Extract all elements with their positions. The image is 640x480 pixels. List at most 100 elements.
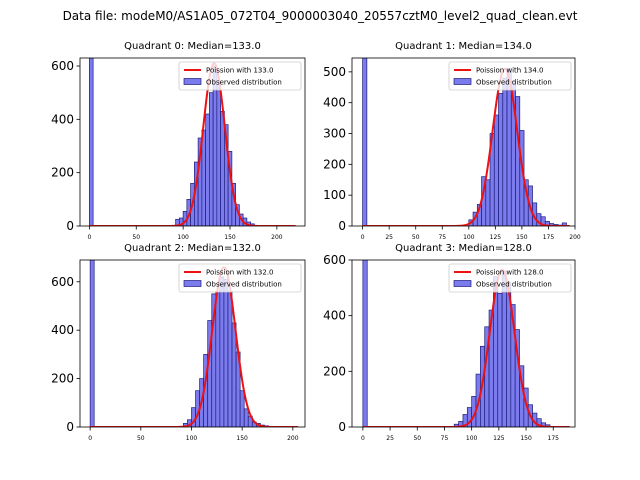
figure-title: Data file: modeM0/AS1A05_072T04_90000030… [63, 9, 578, 23]
histogram-bar [497, 293, 503, 427]
legend-box [448, 61, 572, 91]
histogram-bar [362, 58, 368, 226]
legend-fit-label: Poission with 132.0 [206, 269, 274, 277]
histogram-bar [215, 291, 221, 427]
x-tick-label: 100 [186, 435, 198, 442]
plot-area [362, 260, 570, 427]
quadrant-3-chart: Quadrant 3: Median=128.0 0 200 400 600 0 25 50 7… [323, 243, 576, 442]
legend: Poission with 128.0 Observed distribution [448, 263, 572, 293]
legend-bar-swatch [453, 78, 472, 85]
histogram-bar [205, 113, 210, 226]
y-tick-label: 500 [323, 65, 346, 79]
histogram-bar [219, 276, 225, 427]
y-tick-label: 0 [338, 420, 346, 434]
x-tick-label: 25 [385, 234, 393, 241]
histogram-bar [498, 93, 504, 226]
x-tick-label: 150 [520, 435, 532, 442]
x-tick-label: 0 [87, 234, 91, 241]
x-tick-label: 75 [441, 435, 449, 442]
x-tick-label: 125 [490, 234, 502, 241]
legend-fit-label: Poission with 134.0 [476, 67, 544, 75]
axes-frame [79, 57, 306, 227]
x-tick-label: 100 [177, 234, 189, 241]
legend-bar-swatch [183, 280, 202, 287]
legend-box [178, 61, 302, 91]
quadrant-0-title: Quadrant 0: Median=133.0 [124, 41, 261, 52]
y-tick-label: 600 [323, 253, 346, 267]
histogram-bar [501, 270, 507, 427]
histogram-bar [485, 179, 491, 226]
histogram-bar [201, 129, 206, 226]
axes-frame [351, 259, 576, 428]
axes-frame [79, 259, 306, 428]
histogram-bar [231, 322, 237, 427]
quadrant-1-chart: Quadrant 1: Median=134.00100200300400500… [323, 41, 581, 241]
x-tick-label: 150 [224, 234, 236, 241]
quadrant-3-title: Quadrant 3: Median=128.0 [395, 243, 532, 254]
histogram-bar [220, 110, 225, 226]
x-tick-label: 50 [413, 435, 421, 442]
x-tick-label: 50 [132, 234, 140, 241]
legend: Poission with 134.0 Observed distribution [448, 61, 572, 91]
y-tick-label: 400 [51, 112, 74, 126]
y-tick-label: 600 [51, 275, 74, 289]
histogram-bar [362, 260, 368, 427]
histogram-bar [243, 408, 249, 427]
x-tick-label: 200 [569, 234, 581, 241]
histogram-bar [493, 114, 499, 226]
poisson-fit-line [362, 268, 570, 427]
x-tick-label: 150 [516, 234, 528, 241]
y-tick-label: 0 [66, 420, 74, 434]
quadrant-0-chart: Quadrant 0: Median=133.0 0 200 400 600 0 50 100… [51, 41, 306, 241]
x-tick-label: 0 [361, 435, 365, 442]
legend-box [178, 263, 302, 293]
y-tick-label: 0 [338, 219, 346, 233]
histogram-bar [209, 92, 214, 226]
y-tick-label: 400 [51, 323, 74, 337]
quadrant-1-title: Quadrant 1: Median=134.0 [395, 41, 532, 52]
y-tick-label: 400 [323, 309, 346, 323]
y-tick-label: 0 [66, 219, 74, 233]
histogram-bar [89, 260, 95, 427]
legend-observed-label: Observed distribution [206, 281, 282, 289]
legend: Poission with 133.0 Observed distribution [178, 61, 302, 91]
legend-observed-label: Observed distribution [206, 79, 282, 87]
plot-area [362, 58, 570, 226]
x-tick-label: 100 [463, 234, 475, 241]
poisson-fit-line [90, 266, 298, 427]
histogram-bar [223, 279, 229, 427]
y-tick-label: 300 [323, 127, 346, 141]
x-tick-label: 150 [236, 435, 248, 442]
x-tick-label: 175 [543, 234, 555, 241]
quadrant-2-chart: Quadrant 2: Median=132.0 0 200 400 600 0 50 100… [51, 243, 306, 442]
legend-bar-swatch [183, 78, 202, 85]
legend-bar-swatch [453, 280, 472, 287]
legend: Poission with 132.0 Observed distribution [178, 263, 302, 293]
x-tick-label: 75 [438, 234, 446, 241]
x-tick-label: 200 [287, 435, 299, 442]
x-tick-label: 25 [386, 435, 394, 442]
y-tick-label: 200 [51, 166, 74, 180]
x-tick-label: 50 [137, 435, 145, 442]
x-tick-label: 50 [412, 234, 420, 241]
histogram-bar [239, 390, 245, 427]
histogram-bar [216, 84, 221, 226]
quadrant-2-title: Quadrant 2: Median=132.0 [124, 243, 261, 254]
legend-box [448, 263, 572, 293]
histogram-bar [506, 68, 512, 226]
axes-frame [351, 57, 576, 227]
histogram-bar [227, 291, 233, 427]
legend-fit-label: Poission with 128.0 [476, 269, 544, 277]
legend-observed-label: Observed distribution [476, 79, 552, 87]
x-tick-label: 100 [466, 435, 478, 442]
x-tick-label: 200 [271, 234, 283, 241]
y-tick-label: 100 [323, 188, 346, 202]
y-tick-label: 200 [323, 157, 346, 171]
histogram-bar [561, 222, 567, 226]
legend-fit-label: Poission with 133.0 [206, 67, 274, 75]
y-tick-label: 200 [51, 372, 74, 386]
y-tick-label: 200 [323, 364, 346, 378]
y-tick-label: 600 [51, 59, 74, 73]
x-tick-label: 125 [493, 435, 505, 442]
